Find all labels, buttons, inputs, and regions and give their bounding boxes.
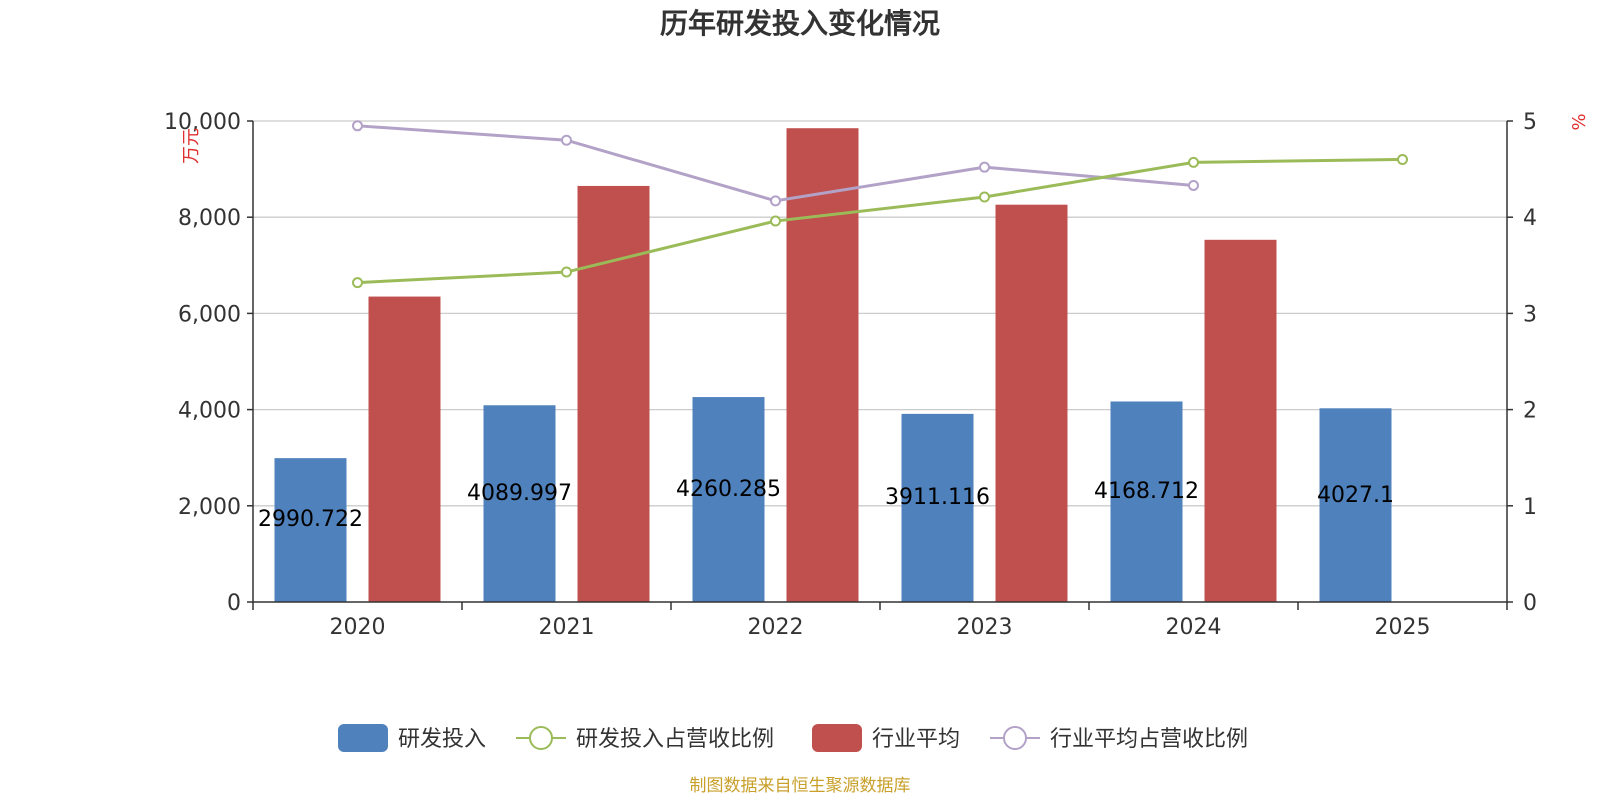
bar-行业平均	[1204, 239, 1277, 602]
bar-研发投入	[1319, 408, 1392, 602]
legend-marker	[529, 726, 553, 750]
point-行业平均占营收比例	[1188, 179, 1199, 191]
legend-label: 研发投入	[398, 727, 486, 752]
point-行业平均占营收比例	[770, 195, 781, 207]
bar-data-label: 4168.712	[1094, 479, 1199, 504]
right-axis-tick-label: 5	[1523, 110, 1537, 135]
point-研发投入占营收比例	[561, 266, 572, 278]
left-axis-tick-label: 6,000	[178, 302, 241, 327]
bar-研发投入	[483, 405, 556, 602]
x-axis-tick-label: 2023	[957, 615, 1013, 640]
bars-layer	[274, 128, 1392, 602]
bar-data-label: 4260.285	[676, 477, 781, 502]
right-axis-tick-label: 4	[1523, 206, 1537, 231]
point-研发投入占营收比例	[1397, 153, 1408, 165]
bar-研发投入	[901, 413, 974, 602]
line-研发投入占营收比例	[357, 157, 1403, 285]
x-axis-tick-label: 2022	[748, 615, 804, 640]
x-axis-tick-label: 2021	[539, 615, 595, 640]
right-axis-tick-label: 2	[1523, 399, 1537, 424]
bar-研发投入	[692, 397, 765, 602]
bar-行业平均	[995, 204, 1068, 602]
left-axis-tick-label: 4,000	[178, 399, 241, 424]
lines-layer	[352, 120, 1408, 289]
left-axis-tick-label: 8,000	[178, 206, 241, 231]
line-行业平均占营收比例	[357, 124, 1194, 203]
labels-layer: 2990.722 4089.997 4260.285 3911.116 4168.712…	[258, 477, 1394, 532]
legend-label: 行业平均占营收比例	[1050, 727, 1248, 752]
legend-label: 行业平均	[872, 727, 960, 752]
legend-swatch	[812, 724, 862, 752]
bar-data-label: 4027.1	[1317, 483, 1394, 508]
x-axis-tick-label: 2020	[330, 615, 386, 640]
grid-layer	[253, 120, 1507, 507]
bar-研发投入	[1110, 401, 1183, 602]
legend-marker	[1003, 726, 1027, 750]
bar-行业平均	[368, 296, 441, 602]
left-axis-tick-label: 10,000	[164, 110, 241, 135]
right-axis-tick-label: 3	[1523, 302, 1537, 327]
left-axis-tick-label: 0	[227, 591, 241, 616]
right-axis-tick-label: 0	[1523, 591, 1537, 616]
bar-data-label: 4089.997	[467, 481, 572, 506]
right-axis-unit: %	[1569, 113, 1590, 130]
point-行业平均占营收比例	[979, 161, 990, 173]
axes-layer: 0 2,000 4,000 6,000 8,000 10,000 0 1 2 3 4 5 2020 202…	[164, 110, 1537, 640]
point-行业平均占营收比例	[352, 120, 363, 132]
legend: 研发投入 研发投入占营收比例 行业平均 行业平均占营收比例	[338, 724, 1248, 752]
bar-研发投入	[274, 458, 347, 602]
bar-data-label: 2990.722	[258, 507, 363, 532]
legend-label: 研发投入占营收比例	[576, 727, 774, 752]
x-axis-tick-label: 2025	[1375, 615, 1431, 640]
point-研发投入占营收比例	[770, 215, 781, 227]
source-note: 制图数据来自恒生聚源数据库	[690, 776, 911, 796]
chart-title: 历年研发投入变化情况	[660, 7, 940, 40]
point-研发投入占营收比例	[1188, 156, 1199, 168]
left-axis-tick-label: 2,000	[178, 495, 241, 520]
bar-data-label: 3911.116	[885, 485, 990, 510]
point-行业平均占营收比例	[561, 134, 572, 146]
left-axis-unit: 万元	[181, 128, 202, 164]
legend-swatch	[338, 724, 388, 752]
point-研发投入占营收比例	[979, 191, 990, 203]
x-axis-tick-label: 2024	[1166, 615, 1222, 640]
bar-行业平均	[577, 185, 650, 602]
right-axis-tick-label: 1	[1523, 495, 1537, 520]
point-研发投入占营收比例	[352, 277, 363, 289]
bar-行业平均	[786, 128, 859, 602]
